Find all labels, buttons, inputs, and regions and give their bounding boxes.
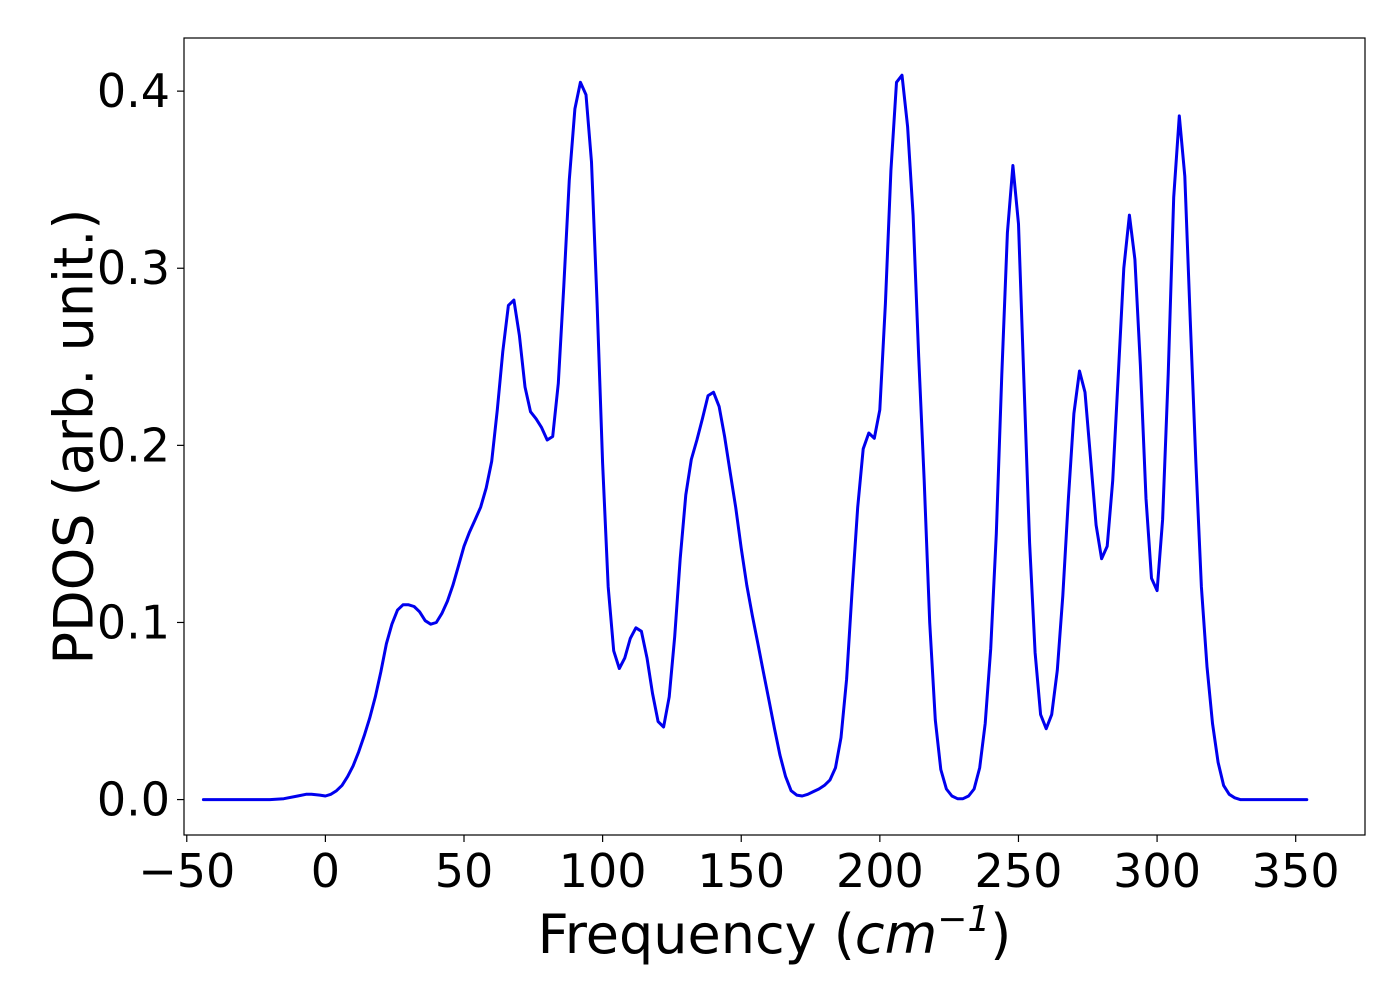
y-tick-label: 0.0 [97, 773, 170, 827]
x-axis-unit-exponent: −1 [937, 899, 990, 940]
y-tick-label: 0.4 [97, 64, 170, 118]
x-tick-label: 150 [697, 844, 785, 898]
pdos-series-line [201, 73, 1309, 802]
x-tick-label: 250 [975, 844, 1063, 898]
x-axis-ticks: −50 0 50 100 150 200 250 300 350 [138, 835, 1340, 898]
x-axis-label: Frequency (cm−1) [538, 899, 1012, 966]
x-axis-unit-base: cm [855, 903, 937, 966]
y-axis-ticks: 0.0 0.1 0.2 0.3 0.4 [97, 64, 184, 827]
x-tick-label: 350 [1252, 844, 1340, 898]
x-axis-label-close-paren: ) [990, 903, 1011, 966]
y-axis-label: PDOS (arb. unit.) [43, 209, 106, 665]
x-axis-label-open-paren: ( [834, 903, 855, 966]
plot-frame [183, 37, 1366, 836]
y-tick-label: 0.3 [97, 241, 170, 295]
x-tick-label: 200 [836, 844, 924, 898]
y-tick-label: 0.1 [97, 595, 170, 649]
x-axis-label-text: Frequency [538, 903, 817, 966]
y-tick-label: 0.2 [97, 418, 170, 472]
x-tick-label: −50 [138, 844, 235, 898]
x-tick-label: 0 [311, 844, 340, 898]
x-tick-label: 300 [1113, 844, 1201, 898]
plot-area [201, 73, 1309, 802]
x-tick-label: 50 [435, 844, 494, 898]
x-tick-label: 100 [559, 844, 647, 898]
